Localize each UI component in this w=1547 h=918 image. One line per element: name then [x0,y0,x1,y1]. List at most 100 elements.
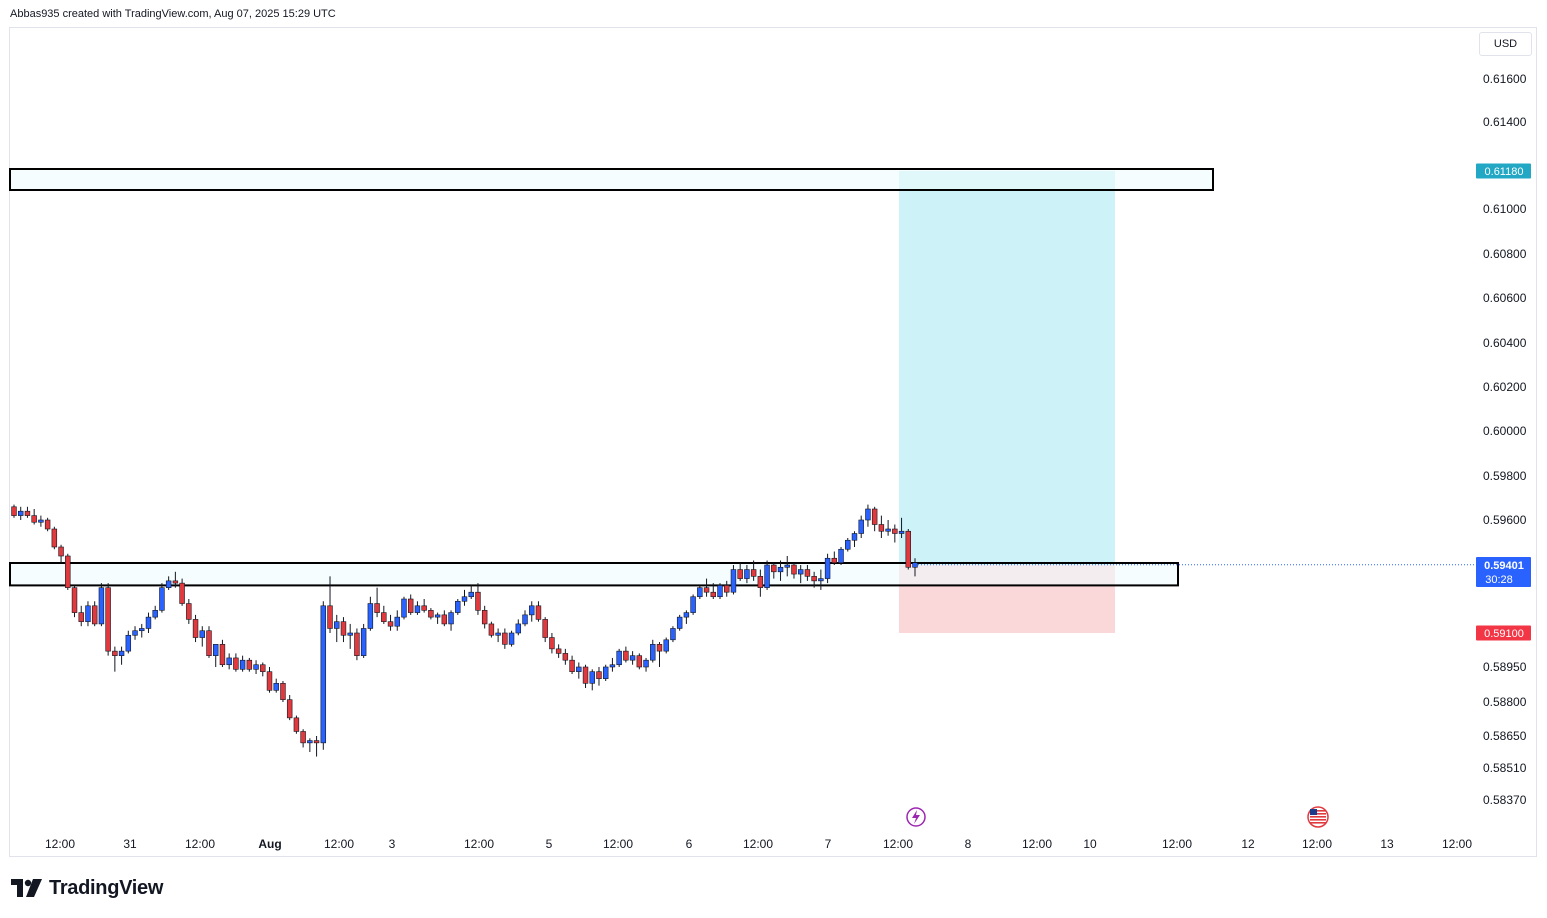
candle [78,605,84,627]
candle [602,664,609,681]
candle [730,565,737,595]
candle-body [535,605,542,620]
candle [878,515,885,538]
candle [132,626,138,640]
candle-body [562,653,569,661]
candle [818,569,824,590]
candle-body [246,659,253,670]
candle [858,515,864,538]
candle [461,589,468,606]
candle-body [31,515,37,523]
candle-body [434,614,441,618]
candle [508,630,515,647]
candle-body [112,650,118,656]
candle [360,623,367,658]
candle-body [186,603,192,620]
candle-body [253,664,259,670]
tradingview-logo[interactable]: TradingView [11,876,163,900]
currency-selector[interactable]: USD [1479,32,1532,56]
candle [576,662,582,679]
candle [105,583,111,656]
candle [502,628,508,649]
candle-body [784,564,790,568]
candle [394,610,400,631]
candle [192,614,199,643]
candle-body [878,524,885,532]
time-axis-label: 12:00 [1022,837,1052,851]
candle [871,506,878,532]
candle-body [448,612,454,625]
candle-body [381,612,387,622]
candle [212,644,219,667]
candle [246,657,253,672]
candle [313,736,320,757]
candle-body [51,528,58,548]
candle-body [596,671,602,679]
candle [717,583,723,599]
us-flag-stripe [1310,816,1326,818]
time-axis-label: 12:00 [45,837,75,851]
chart-frame [9,27,1537,857]
lightning-event-icon[interactable] [906,807,926,827]
candle-body [697,587,703,598]
demand-zone [9,562,1179,587]
candle [744,565,750,584]
candle-body [78,612,84,622]
candle-body [239,659,246,670]
candle-body [831,557,838,564]
candle-body [38,519,44,523]
time-axis-label: 7 [825,837,832,851]
time-axis-label: 6 [686,837,693,851]
candle [347,623,353,649]
candle-body [219,644,226,666]
candle-body [300,731,306,744]
candle-body [461,596,468,602]
price-axis-label: 0.58800 [1483,695,1527,709]
candle [892,524,898,543]
candle-body [394,616,400,627]
candle-body [340,621,347,636]
candle [159,583,165,613]
time-axis-label: 12:00 [185,837,215,851]
candle [831,551,838,565]
time-axis-label: 13 [1380,837,1394,851]
us-flag-event-icon[interactable] [1307,806,1329,828]
candle-body [502,632,508,645]
candle [824,553,831,584]
candle [11,504,17,518]
candle-body [589,671,595,684]
us-flag-stripe [1310,819,1326,821]
candle [697,585,703,599]
candle [549,633,555,654]
candle-body [542,619,548,638]
candle [750,560,757,581]
candle-body [118,650,125,656]
candle-body [676,616,683,629]
candle [38,515,44,527]
time-axis-label: 5 [546,837,553,851]
candle [764,560,770,590]
candle-body [623,650,629,661]
candle-body [629,655,636,661]
candle [381,605,387,624]
candle-body [360,628,367,656]
candle-body [481,610,488,625]
stop-price-tag-bg [1476,625,1531,641]
price-axis-label: 0.59600 [1483,513,1527,527]
stop-price-tag: 0.59100 [1484,628,1524,640]
candle-body [710,591,717,598]
candle [273,678,279,693]
candle-body [367,603,374,629]
candle [804,565,811,581]
candle-body [280,683,286,700]
candle-body [11,506,17,516]
candle [468,585,474,599]
candle [663,637,669,654]
candle [253,660,259,674]
candle-body [159,587,165,611]
candle-body [125,634,132,652]
candle [636,653,643,670]
time-axis-label: 12:00 [603,837,633,851]
candle [186,599,192,624]
